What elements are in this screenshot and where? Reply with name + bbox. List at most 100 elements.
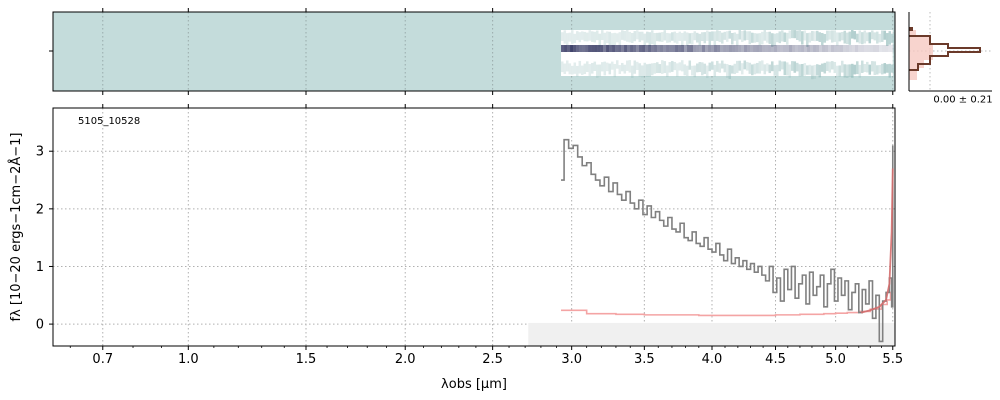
noise-column <box>648 32 652 47</box>
noise-column <box>878 33 882 43</box>
noise-column <box>706 65 709 79</box>
trace-segment <box>705 45 709 52</box>
coverage-shade <box>528 322 895 346</box>
noise-column <box>753 63 757 75</box>
y-tick-label: 0 <box>36 318 44 333</box>
histogram-stats-label: 0.00 ± 0.21 <box>933 95 992 106</box>
x-tick-label: 2.0 <box>395 352 416 367</box>
trace-segment <box>870 45 874 52</box>
trace-segment <box>840 45 844 52</box>
noise-column <box>853 31 857 40</box>
noise-column <box>773 33 777 46</box>
noise-column <box>703 32 707 44</box>
noise-column <box>868 32 872 44</box>
noise-column <box>736 33 739 46</box>
noise-column <box>578 32 582 43</box>
noise-column <box>571 30 574 44</box>
noise-column <box>798 64 802 77</box>
noise-column <box>676 32 679 44</box>
noise-column <box>668 62 672 73</box>
noise-column <box>666 65 669 78</box>
trace-segment <box>606 45 610 52</box>
trace-segment <box>774 45 778 52</box>
x-tick-label: 4.5 <box>765 352 786 367</box>
noise-column <box>738 30 742 40</box>
noise-column <box>888 31 892 45</box>
noise-column <box>786 32 789 45</box>
noise-column <box>573 33 577 43</box>
trace-segment <box>750 45 754 52</box>
trace-segment <box>699 45 703 52</box>
noise-column <box>576 65 579 77</box>
noise-column <box>811 65 814 80</box>
histogram-bars <box>909 12 992 91</box>
spectrum-1d-grid <box>53 108 895 346</box>
noise-column <box>756 33 759 43</box>
spectrum-1d-series <box>561 138 894 343</box>
noise-column <box>646 31 649 43</box>
noise-column <box>731 65 734 74</box>
noise-column <box>683 31 687 41</box>
trace-segment <box>696 45 700 52</box>
noise-column <box>606 31 609 43</box>
trace-segment <box>798 45 802 52</box>
noise-column <box>866 61 869 73</box>
noise-column <box>838 32 842 42</box>
noise-column <box>718 30 722 43</box>
trace-segment <box>630 45 634 52</box>
noise-column <box>626 60 629 71</box>
noise-column <box>836 32 839 46</box>
noise-column <box>751 32 754 43</box>
noise-column <box>828 61 832 73</box>
noise-column <box>673 31 677 43</box>
noise-column <box>761 60 764 71</box>
noise-column <box>856 61 859 75</box>
noise-column <box>571 65 574 75</box>
trace-segment <box>873 45 877 52</box>
noise-column <box>583 63 587 75</box>
trace-segment <box>822 45 826 52</box>
trace-segment <box>738 45 742 52</box>
noise-column <box>578 60 582 74</box>
noise-column <box>641 31 644 41</box>
noise-column <box>763 64 767 75</box>
noise-column <box>886 33 889 46</box>
noise-column <box>681 60 684 72</box>
noise-column <box>746 61 749 71</box>
trace-segment <box>645 45 649 52</box>
noise-column <box>566 60 569 72</box>
trace-segment <box>678 45 682 52</box>
noise-column <box>611 33 614 47</box>
trace-segment <box>855 45 859 52</box>
noise-column <box>616 60 619 69</box>
noise-column <box>818 32 822 43</box>
trace-segment <box>585 45 589 52</box>
trace-segment <box>690 45 694 52</box>
noise-column <box>808 32 812 43</box>
trace-segment <box>591 45 595 52</box>
noise-column <box>676 63 679 77</box>
noise-column <box>613 32 617 46</box>
noise-column <box>663 30 667 41</box>
trace-segment <box>837 45 841 52</box>
noise-column <box>873 32 877 41</box>
noise-column <box>813 31 817 42</box>
noise-column <box>636 30 639 40</box>
noise-column <box>758 61 762 74</box>
x-tick-label: 5.0 <box>825 352 846 367</box>
noise-column <box>881 30 884 42</box>
trace-segment <box>747 45 751 52</box>
trace-segment <box>867 45 871 52</box>
noise-column <box>871 30 874 40</box>
x-tick-label: 3.0 <box>561 352 582 367</box>
trace-segment <box>621 45 625 52</box>
trace-segment <box>582 45 586 52</box>
noise-column <box>638 63 642 77</box>
trace-segment <box>777 45 781 52</box>
y-tick-label: 3 <box>36 145 44 160</box>
trace-segment <box>639 45 643 52</box>
noise-column <box>688 60 692 70</box>
noise-column <box>678 31 682 41</box>
noise-column <box>636 61 639 71</box>
